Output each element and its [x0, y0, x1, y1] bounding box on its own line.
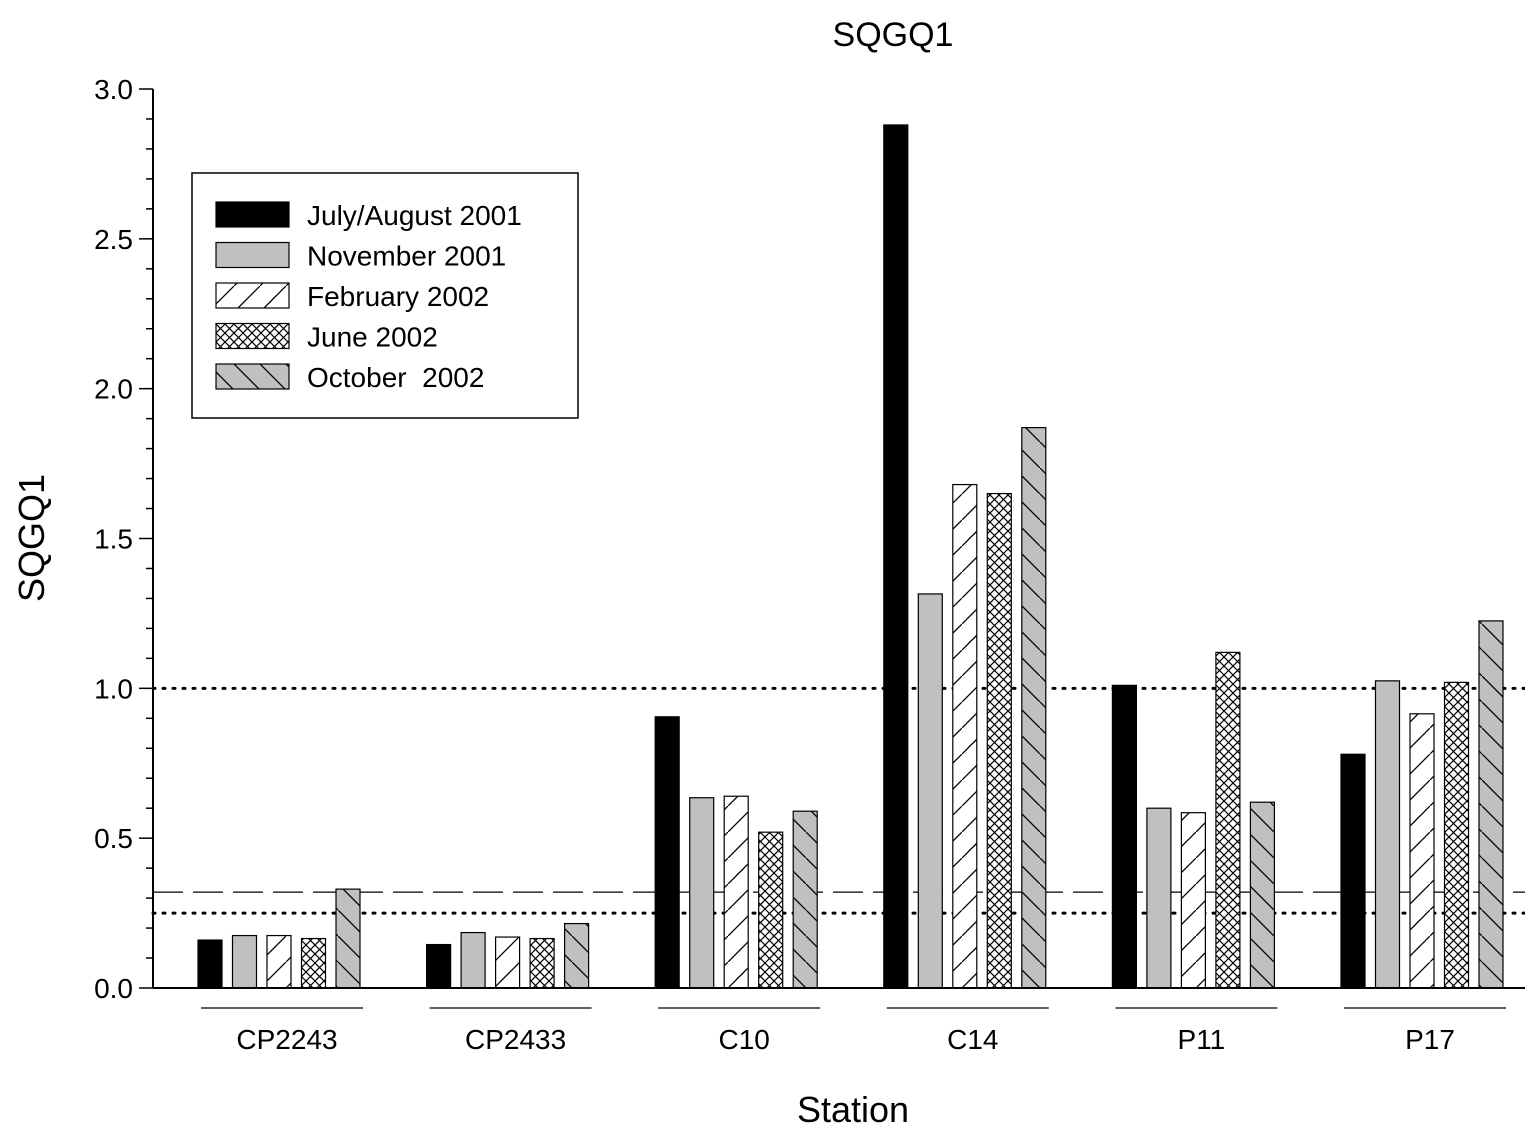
legend-label: October 2002: [307, 362, 484, 393]
x-category-label: C10: [719, 1024, 770, 1055]
bar-cp2243-series-2: [231, 934, 258, 989]
bar-p17-series-3: [1409, 713, 1435, 989]
reference-lines: [151, 686, 1525, 915]
x-category-label: P17: [1405, 1024, 1455, 1055]
chart-title: SQGQ1: [833, 16, 954, 54]
bar-cp2433-series-3: [495, 936, 521, 989]
bar-p11-series-2: [1146, 807, 1172, 989]
x-category-label: P11: [1178, 1024, 1226, 1055]
x-category-label: CP2243: [236, 1024, 337, 1055]
bar-c10-series-1: [654, 716, 680, 989]
bar-p17-series-4: [1443, 681, 1470, 989]
bar-p17-series-5: [1478, 620, 1504, 989]
bar-c10-series-2: [689, 797, 715, 989]
bar-cp2243-series-4: [300, 937, 327, 989]
legend: July/August 2001 November 2001 February 20…: [191, 172, 579, 419]
bar-cp2433-series-5: [563, 922, 590, 989]
y-tick-label: 2.5: [94, 224, 133, 255]
legend-label: June 2002: [307, 322, 438, 353]
y-tick-label: 1.5: [94, 524, 133, 555]
bar-cp2433-series-2: [460, 931, 486, 989]
legend-label: November 2001: [307, 241, 506, 272]
bar-cp2243-series-3: [266, 934, 292, 989]
bar-p17-series-1: [1340, 753, 1366, 989]
legend-label: February 2002: [307, 281, 489, 312]
bar-c14-series-1: [883, 124, 909, 989]
legend-swatch: [215, 201, 290, 228]
bar-c10-series-4: [758, 831, 784, 989]
x-axis-title: Station: [797, 1089, 909, 1129]
y-tick-label: 3.0: [94, 74, 133, 105]
bar-c10-series-5: [792, 810, 818, 989]
bar-c10-series-3: [723, 795, 749, 989]
bar-p11-series-1: [1111, 684, 1138, 989]
bar-p11-series-5: [1249, 801, 1276, 989]
x-category-label: C14: [947, 1024, 998, 1055]
axes-layer: 0.0 0.5 1.0 1.5 2.0 2.5 3.0 CP2243 CP2433 C10 C14 P…: [94, 74, 1525, 1055]
x-category-label: CP2433: [465, 1024, 566, 1055]
bar-p17-series-2: [1374, 680, 1401, 989]
bar-cp2243-series-1: [197, 939, 223, 989]
legend-swatch: [215, 363, 290, 390]
legend-swatch: [215, 322, 290, 350]
bar-c14-series-5: [1021, 427, 1047, 989]
bar-p11-series-4: [1215, 651, 1241, 989]
legend-swatch: [215, 241, 290, 269]
legend-label: July/August 2001: [307, 200, 522, 231]
bar-cp2433-series-1: [426, 943, 452, 989]
y-tick-label: 2.0: [94, 374, 133, 405]
bar-c14-series-2: [917, 593, 943, 989]
bar-c14-series-3: [952, 483, 978, 989]
bar-c14-series-4: [986, 492, 1012, 989]
y-axis-title: SQGQ1: [11, 474, 52, 602]
bar-p11-series-3: [1180, 812, 1207, 989]
y-tick-label: 0.5: [94, 823, 133, 854]
y-tick-label: 0.0: [94, 973, 133, 1004]
bar-cp2433-series-4: [529, 937, 555, 989]
y-tick-label: 1.0: [94, 673, 133, 704]
bar-cp2243-series-5: [335, 888, 361, 989]
legend-swatch: [215, 282, 290, 309]
